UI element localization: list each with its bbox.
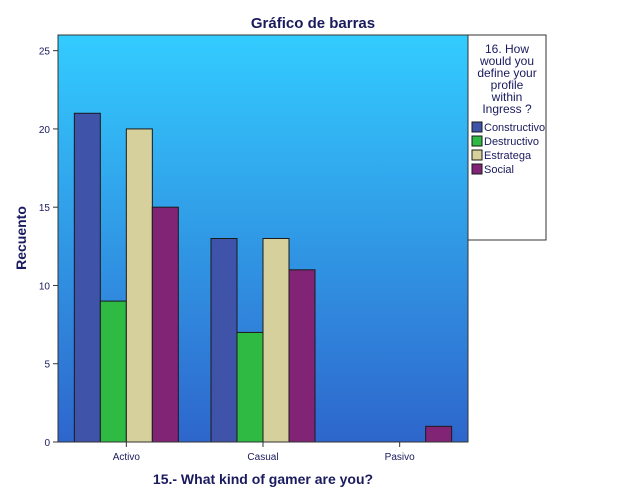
legend-label: Destructivo xyxy=(484,136,539,148)
legend-label: Constructivo xyxy=(484,122,545,134)
y-tick-label: 15 xyxy=(39,203,51,214)
x-tick-label: Casual xyxy=(247,452,278,463)
bar-destructivo-casual xyxy=(236,331,264,443)
legend-swatch xyxy=(471,149,483,161)
bar-estratega-casual xyxy=(262,238,290,443)
bar-destructivo-activo xyxy=(99,300,127,443)
bar-social-casual xyxy=(288,269,316,443)
y-tick-label: 10 xyxy=(39,281,51,292)
legend-swatch xyxy=(471,135,483,147)
bar-social-activo xyxy=(151,206,179,443)
y-axis-label: Recuento xyxy=(13,206,29,270)
bar-constructivo-casual xyxy=(210,238,238,443)
x-axis-ticks: Activo Casual Pasivo xyxy=(113,442,415,463)
y-tick-label: 20 xyxy=(39,125,51,136)
legend: 16. How would you define your profile within… xyxy=(467,34,547,241)
y-tick-label: 0 xyxy=(44,438,50,449)
legend-swatch xyxy=(471,163,483,175)
bar-constructivo-activo xyxy=(73,112,101,443)
chart-title: Gráfico de barras xyxy=(251,15,375,32)
legend-title: 16. How would you define your profile within… xyxy=(477,42,536,116)
x-tick-label: Activo xyxy=(113,452,141,463)
bar-estratega-activo xyxy=(125,128,153,443)
bars-group xyxy=(73,112,453,443)
x-tick-label: Pasivo xyxy=(385,452,415,463)
legend-label: Social xyxy=(484,164,514,176)
legend-swatch xyxy=(471,121,483,133)
legend-items: Constructivo Destructivo Estratega Social xyxy=(471,121,545,176)
y-tick-label: 5 xyxy=(44,360,50,371)
bar-social-pasivo xyxy=(425,425,453,443)
legend-label: Estratega xyxy=(484,150,532,162)
y-tick-label: 25 xyxy=(39,47,51,58)
x-axis-label: 15.- What kind of gamer are you? xyxy=(153,471,373,487)
y-axis-ticks: 0 5 10 15 20 25 xyxy=(39,47,58,449)
